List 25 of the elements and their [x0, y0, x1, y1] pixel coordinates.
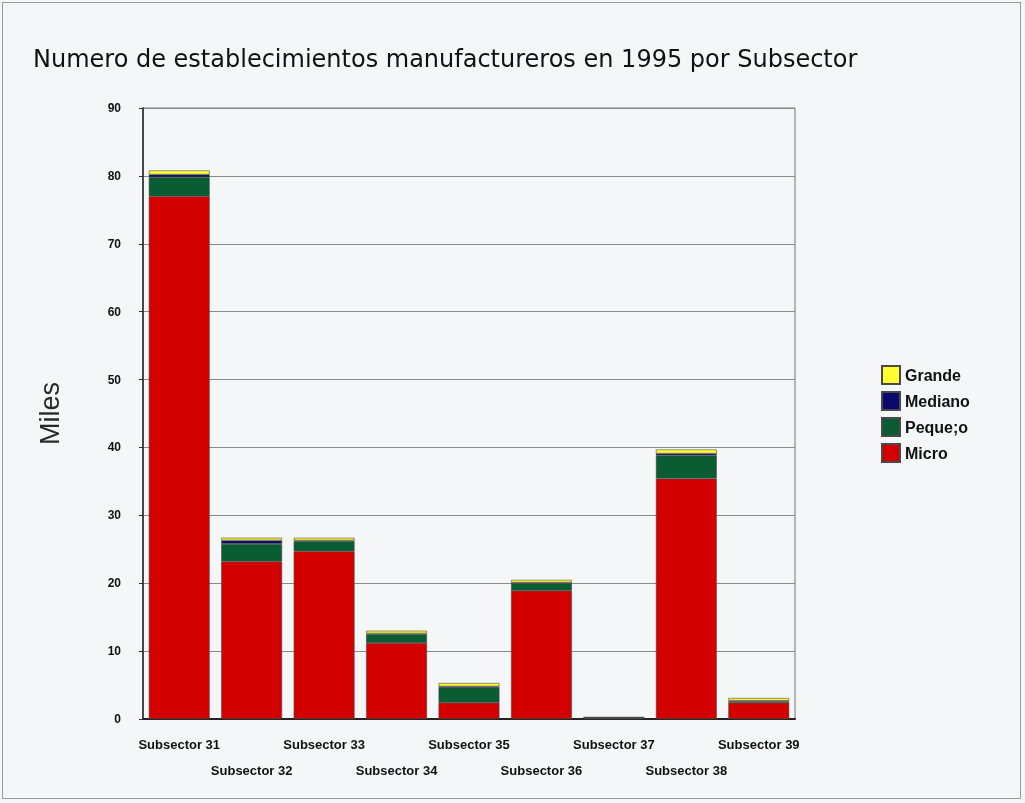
y-tick-label: 40	[107, 440, 122, 455]
y-tick-label: 0	[114, 712, 122, 726]
x-tick-label: Subsector 32	[210, 762, 293, 778]
y-axis-title: Miles	[34, 381, 65, 446]
legend-label: Peque;o	[905, 418, 969, 436]
x-tick-label: Subsector 34	[355, 762, 439, 778]
x-tick-label: Subsector 38	[645, 762, 728, 778]
y-tick-label: 50	[107, 372, 122, 387]
y-tick-label: 90	[107, 101, 122, 115]
y-tick-label: 10	[107, 644, 122, 659]
x-tick-label: Subsector 39	[717, 736, 800, 752]
chart-title: Numero de establecimientos manufactureros en 1995 por Subsector	[33, 45, 858, 73]
x-tick-label: Subsector 33	[283, 736, 365, 752]
legend-label: Mediano	[905, 392, 971, 410]
legend-label: Micro	[905, 444, 948, 462]
y-tick-label: 60	[107, 304, 122, 319]
y-tick-label: 80	[107, 168, 122, 183]
y-tick-label: 70	[107, 236, 122, 251]
y-tick-label: 20	[107, 576, 122, 591]
x-tick-label: Subsector 31	[138, 736, 221, 752]
x-tick-label: Subsector 37	[573, 736, 655, 752]
y-tick-label: 30	[107, 508, 122, 523]
x-tick-label: Subsector 35	[428, 736, 510, 752]
x-tick-label: Subsector 36	[500, 762, 583, 778]
legend-label: Grande	[905, 366, 962, 384]
